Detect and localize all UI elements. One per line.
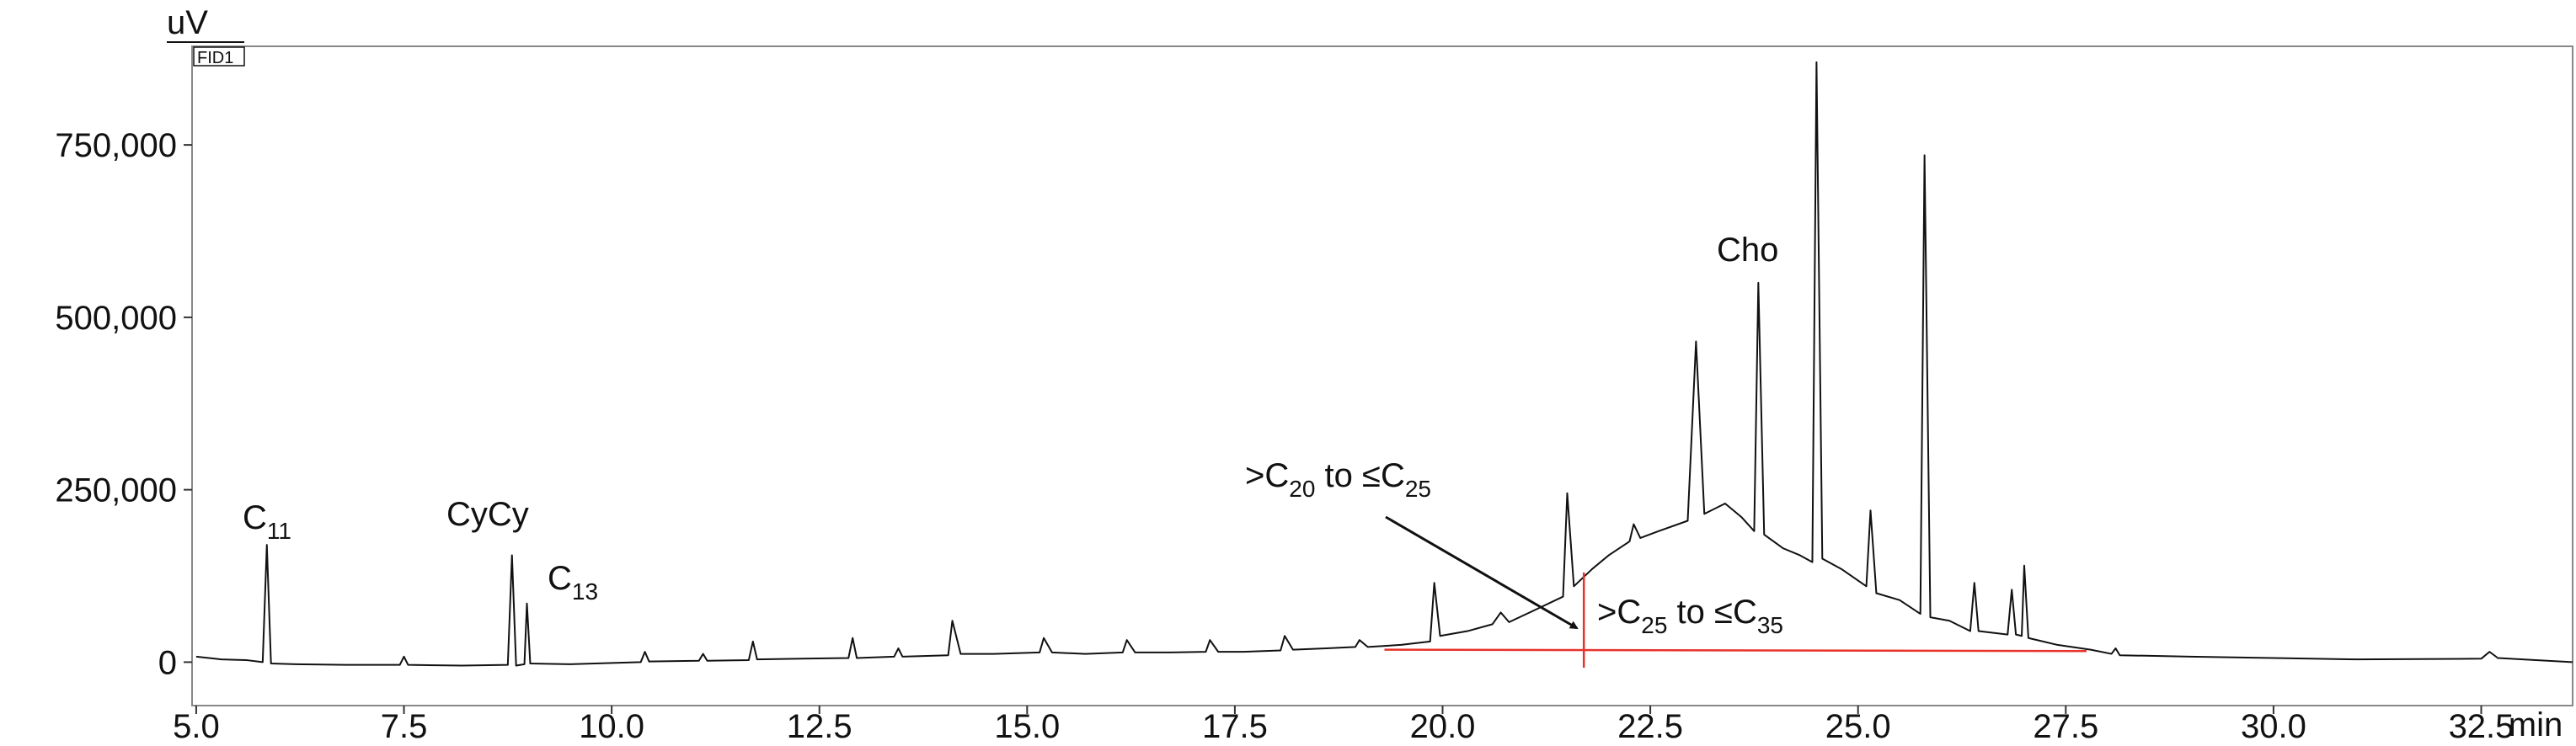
x-tick-label: 15.0 — [994, 708, 1060, 745]
x-tick-label: 32.5 — [2449, 708, 2515, 745]
annotation-text: CyCy — [446, 496, 529, 533]
annotation-text: C — [548, 560, 572, 597]
annotation-subscript: 20 — [1289, 476, 1315, 502]
plot-frame — [191, 45, 2573, 706]
y-tick-label: 250,000 — [55, 472, 177, 509]
x-tick-label: 17.5 — [1202, 708, 1268, 745]
peak-annotation: C11 — [243, 499, 291, 544]
peak-annotation: >C20 to ≤C25 — [1245, 457, 1431, 502]
x-tick-label: 27.5 — [2033, 708, 2098, 745]
peak-annotation: C13 — [548, 560, 598, 605]
x-tick-label: 12.5 — [787, 708, 852, 745]
y-axis-label: uV — [167, 4, 208, 41]
peak-annotation: Cho — [1717, 232, 1778, 269]
detector-label: FID1 — [197, 49, 233, 67]
x-tick-label: 30.0 — [2241, 708, 2306, 745]
annotation-subscript: 11 — [267, 518, 291, 544]
annotation-text: >C — [1245, 457, 1289, 494]
x-tick-label: 20.0 — [1410, 708, 1476, 745]
annotation-subscript: 25 — [1405, 476, 1431, 502]
x-tick-label: 25.0 — [1825, 708, 1891, 745]
peak-annotation: CyCy — [446, 496, 529, 533]
annotation-text: to ≤C — [1315, 457, 1404, 494]
annotation-subscript: 25 — [1641, 612, 1667, 638]
annotation-subscript: 13 — [572, 578, 598, 605]
annotation-text: to ≤C — [1667, 594, 1756, 631]
y-tick-label: 0 — [158, 644, 177, 681]
integration-line — [1384, 648, 2087, 653]
y-tick-label: 750,000 — [55, 127, 177, 164]
x-tick-label: 10.0 — [579, 708, 644, 745]
x-tick-label: 22.5 — [1617, 708, 1683, 745]
annotation-subscript: 35 — [1757, 612, 1783, 638]
x-tick-label: 5.0 — [173, 708, 220, 745]
x-tick-label: 7.5 — [381, 708, 428, 745]
annotation-arrow — [1385, 515, 1579, 630]
chromatogram-trace — [195, 61, 2573, 667]
detector-box — [193, 46, 245, 67]
peak-annotation: >C25 to ≤C35 — [1597, 594, 1783, 638]
y-tick-label: 500,000 — [55, 300, 177, 337]
annotation-text: Cho — [1717, 232, 1778, 269]
x-axis-label: min — [2509, 706, 2563, 743]
annotation-text: >C — [1597, 594, 1641, 631]
annotation-text: C — [243, 499, 267, 536]
